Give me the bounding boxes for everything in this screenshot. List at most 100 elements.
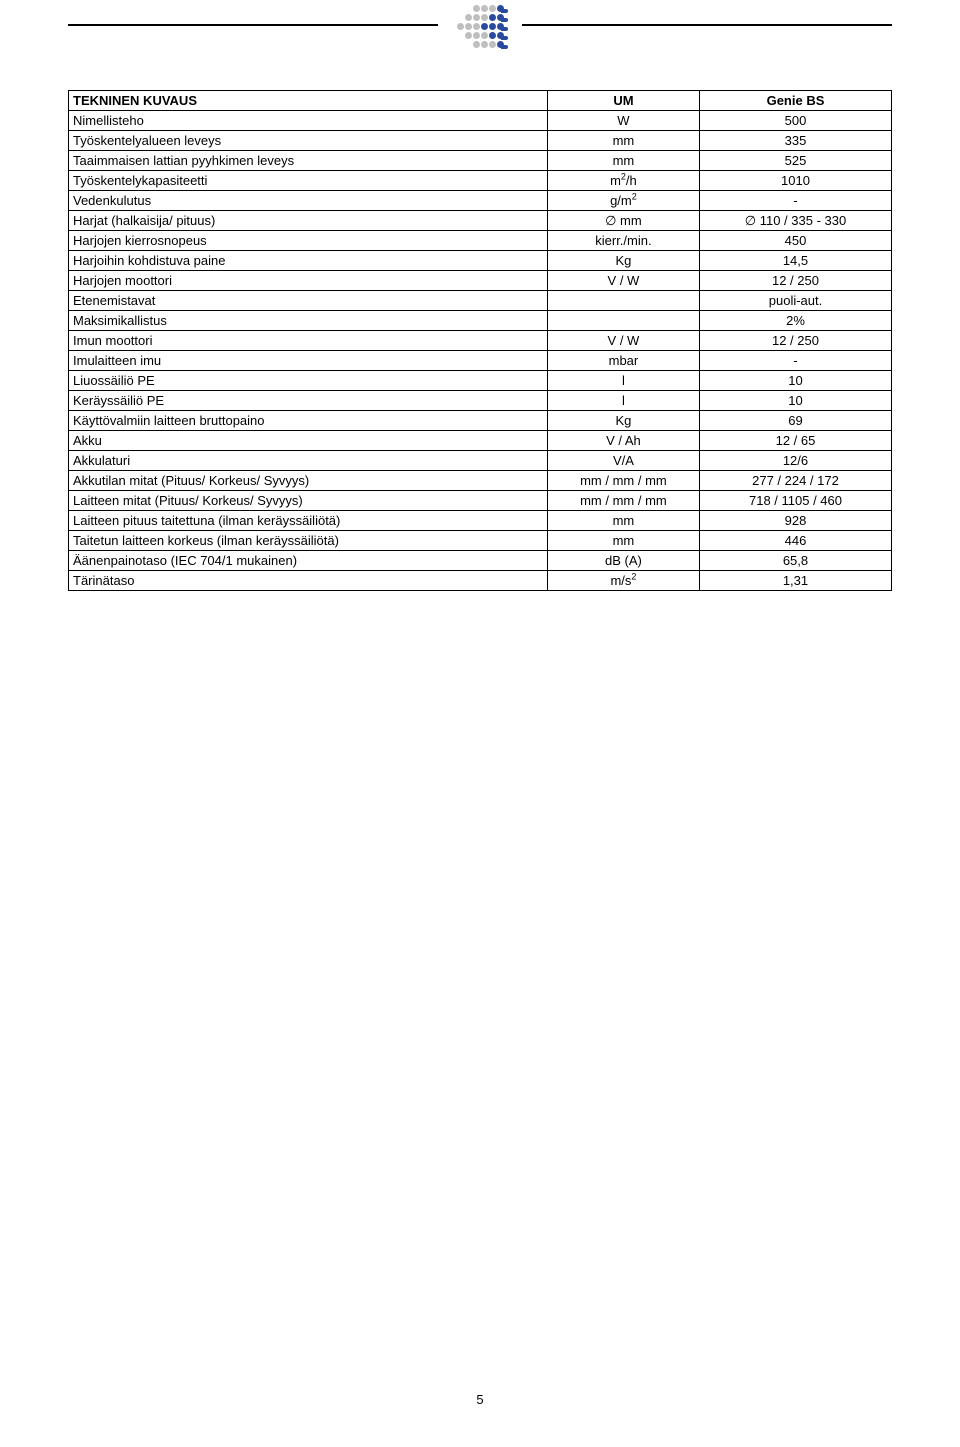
cell-value: - (699, 191, 891, 211)
cell-unit: m/s2 (547, 571, 699, 591)
table-row: Työskentelykapasiteettim2/h1010 (69, 171, 892, 191)
cell-label: Taaimmaisen lattian pyyhkimen leveys (69, 151, 548, 171)
cell-value: 1010 (699, 171, 891, 191)
cell-unit: kierr./min. (547, 231, 699, 251)
table-row: Laitteen mitat (Pituus/ Korkeus/ Syvyys)… (69, 491, 892, 511)
table-row: AkkulaturiV/A12/6 (69, 451, 892, 471)
cell-label: Tärinätaso (69, 571, 548, 591)
cell-label: Imun moottori (69, 331, 548, 351)
cell-unit (547, 311, 699, 331)
cell-label: Harjoihin kohdistuva paine (69, 251, 548, 271)
cell-unit: V / W (547, 271, 699, 291)
cell-unit: V/A (547, 451, 699, 471)
cell-value: 69 (699, 411, 891, 431)
table-row: Maksimikallistus 2% (69, 311, 892, 331)
table-row: Harjojen kierrosnopeuskierr./min.450 (69, 231, 892, 251)
cell-value: 277 / 224 / 172 (699, 471, 891, 491)
table-row: Laitteen pituus taitettuna (ilman keräys… (69, 511, 892, 531)
header-unit: UM (547, 91, 699, 111)
cell-label: Työskentelyalueen leveys (69, 131, 548, 151)
cell-unit: l (547, 391, 699, 411)
cell-unit: Kg (547, 251, 699, 271)
cell-value: - (699, 351, 891, 371)
cell-value: puoli-aut. (699, 291, 891, 311)
cell-value: 446 (699, 531, 891, 551)
cell-value: 10 (699, 391, 891, 411)
cell-label: Nimellisteho (69, 111, 548, 131)
table-row: Keräyssäiliö PEl10 (69, 391, 892, 411)
table-row: Akkutilan mitat (Pituus/ Korkeus/ Syvyys… (69, 471, 892, 491)
cell-unit: ∅ mm (547, 211, 699, 231)
table-row: Liuossäiliö PEl10 (69, 371, 892, 391)
cell-label: Harjat (halkaisija/ pituus) (69, 211, 548, 231)
table-row: Taaimmaisen lattian pyyhkimen leveysmm52… (69, 151, 892, 171)
cell-value: 12 / 250 (699, 271, 891, 291)
page-header (68, 0, 892, 90)
cell-value: 2% (699, 311, 891, 331)
cell-value: 500 (699, 111, 891, 131)
spec-table: TEKNINEN KUVAUS UM Genie BS Nimellisteho… (68, 90, 892, 591)
cell-value: 65,8 (699, 551, 891, 571)
page-number: 5 (0, 1392, 960, 1407)
header-label: TEKNINEN KUVAUS (69, 91, 548, 111)
table-row: Etenemistavatpuoli-aut. (69, 291, 892, 311)
header-rule-right (522, 24, 892, 26)
cell-label: Liuossäiliö PE (69, 371, 548, 391)
table-row: Harjoihin kohdistuva paineKg14,5 (69, 251, 892, 271)
table-row: NimellistehoW500 (69, 111, 892, 131)
table-row: Äänenpainotaso (IEC 704/1 mukainen)dB (A… (69, 551, 892, 571)
cell-label: Harjojen kierrosnopeus (69, 231, 548, 251)
cell-label: Taitetun laitteen korkeus (ilman keräyss… (69, 531, 548, 551)
cell-value: 335 (699, 131, 891, 151)
cell-unit: mbar (547, 351, 699, 371)
cell-value: 450 (699, 231, 891, 251)
cell-unit: V / Ah (547, 431, 699, 451)
cell-label: Käyttövalmiin laitteen bruttopaino (69, 411, 548, 431)
cell-label: Harjojen moottori (69, 271, 548, 291)
cell-value: 12/6 (699, 451, 891, 471)
cell-label: Akku (69, 431, 548, 451)
header-value: Genie BS (699, 91, 891, 111)
table-row: Imulaitteen imumbar- (69, 351, 892, 371)
cell-label: Imulaitteen imu (69, 351, 548, 371)
cell-value: 12 / 250 (699, 331, 891, 351)
cell-unit: mm / mm / mm (547, 491, 699, 511)
cell-value: 525 (699, 151, 891, 171)
table-row: Tärinätasom/s21,31 (69, 571, 892, 591)
cell-label: Keräyssäiliö PE (69, 391, 548, 411)
cell-value: 718 / 1105 / 460 (699, 491, 891, 511)
cell-unit: Kg (547, 411, 699, 431)
table-row: Työskentelyalueen leveysmm335 (69, 131, 892, 151)
cell-unit: l (547, 371, 699, 391)
cell-unit: m2/h (547, 171, 699, 191)
cell-value: 928 (699, 511, 891, 531)
cell-value: 12 / 65 (699, 431, 891, 451)
cell-unit: dB (A) (547, 551, 699, 571)
cell-label: Akkulaturi (69, 451, 548, 471)
cell-label: Äänenpainotaso (IEC 704/1 mukainen) (69, 551, 548, 571)
table-row: Taitetun laitteen korkeus (ilman keräyss… (69, 531, 892, 551)
cell-value: 10 (699, 371, 891, 391)
cell-unit: g/m2 (547, 191, 699, 211)
cell-label: Laitteen pituus taitettuna (ilman keräys… (69, 511, 548, 531)
cell-unit: mm (547, 511, 699, 531)
table-row: Imun moottoriV / W12 / 250 (69, 331, 892, 351)
cell-unit: mm (547, 531, 699, 551)
table-row: Harjat (halkaisija/ pituus)∅ mm∅ 110 / 3… (69, 211, 892, 231)
table-header-row: TEKNINEN KUVAUS UM Genie BS (69, 91, 892, 111)
cell-unit (547, 291, 699, 311)
cell-label: Vedenkulutus (69, 191, 548, 211)
table-row: Käyttövalmiin laitteen bruttopainoKg69 (69, 411, 892, 431)
cell-unit: W (547, 111, 699, 131)
cell-label: Työskentelykapasiteetti (69, 171, 548, 191)
cell-label: Maksimikallistus (69, 311, 548, 331)
cell-unit: mm / mm / mm (547, 471, 699, 491)
logo-icon (456, 4, 504, 49)
table-row: AkkuV / Ah12 / 65 (69, 431, 892, 451)
table-row: Harjojen moottoriV / W12 / 250 (69, 271, 892, 291)
cell-value: 14,5 (699, 251, 891, 271)
cell-label: Akkutilan mitat (Pituus/ Korkeus/ Syvyys… (69, 471, 548, 491)
cell-value: 1,31 (699, 571, 891, 591)
header-rule-left (68, 24, 438, 26)
table-row: Vedenkulutusg/m2- (69, 191, 892, 211)
